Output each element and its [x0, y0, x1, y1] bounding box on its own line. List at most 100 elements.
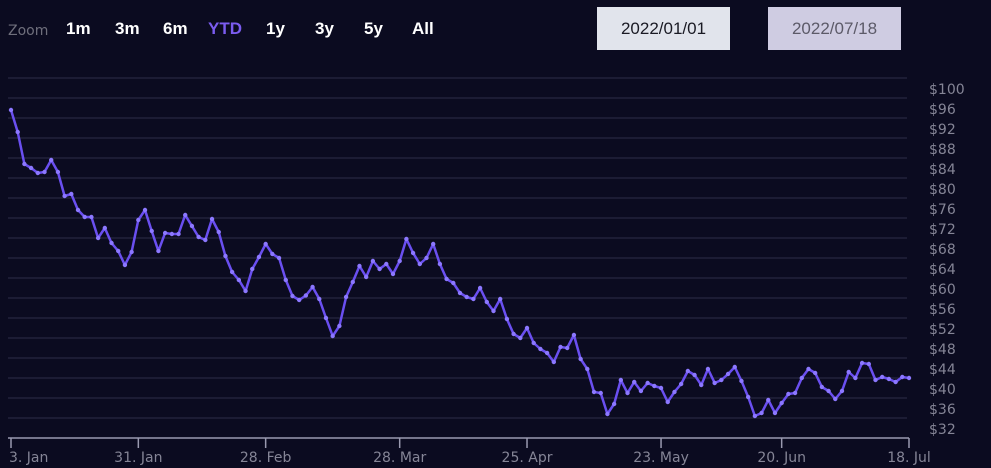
- data-point: [699, 382, 704, 388]
- data-point: [250, 266, 255, 272]
- data-point: [605, 411, 610, 417]
- data-point: [430, 241, 436, 247]
- data-point: [270, 251, 275, 257]
- data-point: [323, 315, 329, 321]
- data-point: [638, 388, 644, 394]
- data-point: [35, 170, 41, 176]
- data-point: [162, 230, 168, 236]
- zoom-button-5y[interactable]: 5y: [364, 19, 383, 38]
- zoom-button-6m[interactable]: 6m: [163, 19, 188, 38]
- zoom-button-3m[interactable]: 3m: [115, 19, 140, 38]
- data-point: [779, 400, 784, 406]
- data-point: [833, 396, 838, 402]
- data-point: [136, 217, 141, 223]
- data-point: [169, 231, 175, 237]
- y-tick-label: $68: [929, 242, 956, 258]
- data-point: [491, 308, 496, 314]
- zoom-button-1m[interactable]: 1m: [66, 19, 91, 38]
- series-markers: [8, 107, 912, 419]
- data-point: [611, 401, 617, 407]
- data-point: [337, 323, 342, 329]
- y-tick-label: $96: [929, 102, 956, 118]
- data-point: [685, 368, 691, 374]
- data-point: [665, 399, 670, 405]
- y-tick-label: $44: [929, 362, 956, 378]
- data-point: [498, 296, 503, 302]
- data-point: [256, 254, 262, 260]
- data-point: [283, 277, 288, 283]
- data-point: [759, 410, 764, 416]
- y-tick-label: $92: [929, 122, 956, 138]
- data-point: [109, 240, 114, 246]
- zoom-button-ytd[interactable]: YTD: [208, 19, 242, 38]
- data-point: [129, 249, 134, 255]
- zoom-button-3y[interactable]: 3y: [315, 19, 334, 38]
- from-date-input[interactable]: [597, 7, 730, 50]
- data-point: [578, 356, 583, 362]
- to-date-input[interactable]: [768, 7, 901, 50]
- data-point: [317, 296, 322, 302]
- data-point: [786, 391, 791, 397]
- data-point: [906, 375, 912, 381]
- data-point: [116, 248, 121, 254]
- data-point: [410, 250, 416, 256]
- data-point: [457, 290, 463, 296]
- zoom-label: Zoom: [8, 23, 49, 39]
- data-point: [357, 263, 362, 269]
- y-tick-label: $48: [929, 342, 956, 358]
- data-point: [223, 253, 228, 259]
- data-point: [893, 379, 898, 385]
- data-point: [243, 288, 248, 294]
- data-point: [551, 359, 557, 365]
- data-point: [424, 255, 429, 261]
- data-point: [585, 366, 590, 372]
- data-point: [524, 325, 530, 331]
- data-point: [22, 161, 27, 167]
- data-point: [189, 223, 195, 229]
- data-point: [618, 377, 624, 383]
- data-point: [95, 235, 101, 241]
- data-point: [645, 380, 650, 386]
- zoom-button-1y[interactable]: 1y: [266, 19, 285, 38]
- data-point: [672, 389, 677, 395]
- data-point: [156, 248, 161, 254]
- data-point: [350, 279, 355, 285]
- data-point: [55, 169, 61, 175]
- data-point: [511, 331, 516, 337]
- data-point: [75, 207, 81, 213]
- data-point: [444, 276, 449, 282]
- data-point: [484, 299, 490, 305]
- x-tick-label: 28. Feb: [240, 450, 292, 466]
- data-point: [122, 262, 128, 268]
- data-point: [745, 394, 751, 400]
- data-point: [565, 345, 570, 351]
- y-tick-label: $72: [929, 222, 956, 238]
- data-point: [176, 231, 181, 237]
- data-point: [732, 364, 737, 370]
- data-point: [149, 228, 154, 234]
- data-point: [203, 237, 208, 243]
- data-point: [42, 169, 47, 175]
- zoom-button-all[interactable]: All: [412, 19, 434, 38]
- data-point: [263, 241, 268, 247]
- data-point: [390, 271, 396, 277]
- data-point: [209, 216, 215, 222]
- y-tick-label: $100: [929, 82, 965, 98]
- data-point: [879, 374, 885, 380]
- data-point: [229, 269, 235, 275]
- data-point: [290, 293, 295, 299]
- data-point: [62, 193, 67, 199]
- data-point: [866, 361, 871, 367]
- data-point: [417, 261, 422, 267]
- data-point: [377, 266, 382, 272]
- data-point: [15, 129, 20, 135]
- data-point: [678, 381, 684, 387]
- data-point: [839, 388, 845, 394]
- data-point: [558, 344, 563, 350]
- data-point: [296, 297, 302, 303]
- data-point: [544, 350, 550, 356]
- data-point: [752, 413, 758, 419]
- x-tick-label: 18. Jul: [887, 450, 931, 466]
- x-tick-label: 3. Jan: [9, 450, 48, 466]
- series-line: [9, 109, 910, 418]
